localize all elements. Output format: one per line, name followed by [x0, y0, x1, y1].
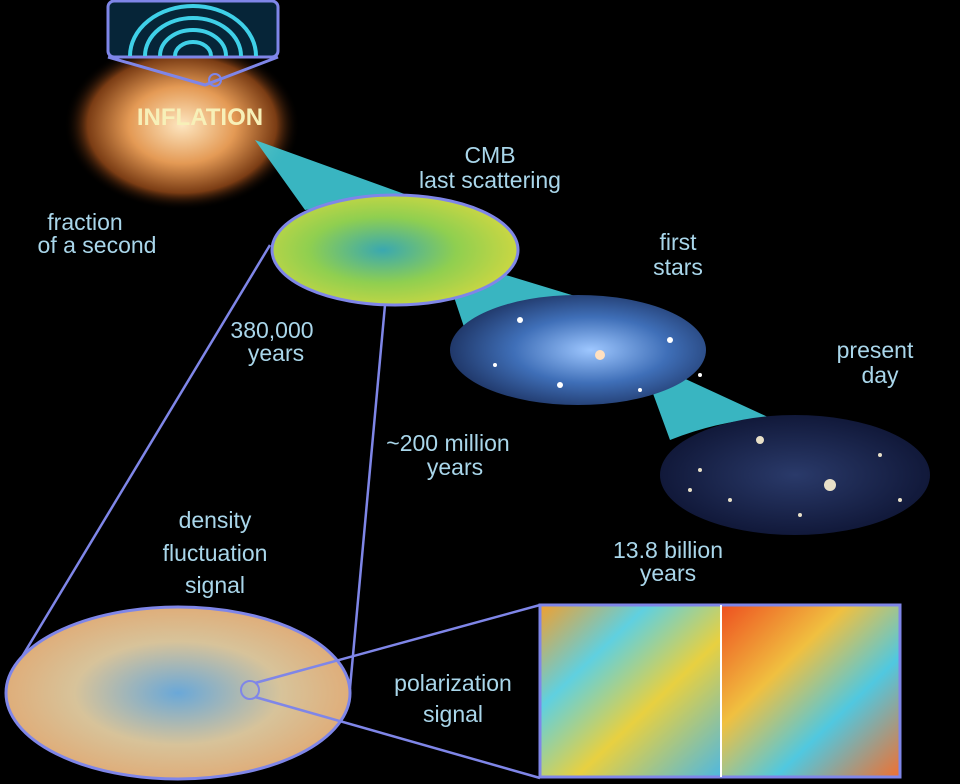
zoom-line	[348, 304, 387, 689]
density-label: fluctuation	[163, 540, 268, 566]
density-label: signal	[185, 572, 245, 598]
present-day-title: present	[837, 337, 914, 363]
first-stars-title: stars	[653, 254, 703, 280]
present-day-image	[660, 415, 930, 535]
first-stars-image	[450, 295, 706, 405]
cmb-image	[270, 193, 520, 307]
zoom-line	[254, 695, 541, 780]
density-label: density	[179, 507, 252, 533]
inflation-time: fraction	[47, 209, 122, 235]
zoom-line	[254, 603, 541, 685]
polarization-maps	[538, 603, 902, 779]
quantum-fluctuation-inset	[106, 0, 280, 87]
inflation-title: INFLATION	[137, 104, 263, 131]
star-points	[493, 317, 702, 392]
zoom-line	[6, 244, 272, 681]
inflation-time: of a second	[38, 232, 157, 258]
present-day-title: day	[861, 362, 899, 388]
first-stars-title: first	[659, 229, 697, 255]
cmb-time: 380,000	[230, 317, 313, 343]
present-day-time: 13.8 billion	[613, 537, 723, 563]
present-day-time: years	[640, 560, 696, 586]
planck-density-map	[4, 605, 352, 781]
polarization-label: signal	[423, 701, 483, 727]
cmb-title: CMB	[464, 142, 515, 168]
polarization-label: polarization	[394, 670, 512, 696]
cmb-subtitle: last scattering	[419, 167, 561, 193]
first-stars-time: years	[427, 454, 483, 480]
inflation-image	[64, 40, 300, 210]
galaxy-points	[688, 436, 902, 517]
cone-inflation-cmb	[255, 140, 410, 210]
zoom-circle	[240, 680, 260, 700]
first-stars-time: ~200 million	[386, 430, 509, 456]
cmb-time: years	[248, 340, 304, 366]
